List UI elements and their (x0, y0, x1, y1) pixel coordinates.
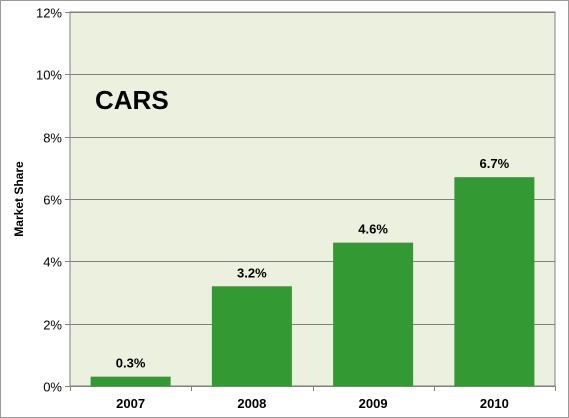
data-label-2008: 3.2% (237, 265, 267, 280)
y-axis-title: Market Share (12, 161, 26, 237)
y-tick-label: 8% (43, 131, 62, 146)
data-label-2009: 4.6% (358, 222, 388, 237)
bar-2008 (211, 286, 292, 386)
y-tick-label: 4% (43, 255, 62, 270)
bar-2010 (454, 177, 535, 386)
chart-title: CARS (95, 85, 169, 115)
data-label-2010: 6.7% (480, 156, 510, 171)
y-tick-label: 6% (43, 193, 62, 208)
y-tick-label: 0% (43, 380, 62, 395)
x-tick-label: 2010 (480, 396, 509, 411)
x-axis-ticks: 2007 2008 2009 2010 (70, 386, 556, 411)
bars (90, 177, 535, 386)
x-tick-label: 2008 (237, 396, 266, 411)
x-tick-label: 2009 (359, 396, 388, 411)
bar-2007 (90, 376, 171, 386)
x-tick-label: 2007 (116, 396, 145, 411)
y-tick-label: 12% (36, 6, 62, 21)
y-tick-label: 10% (36, 68, 62, 83)
y-axis-ticks: 0% 2% 4% 6% 8% 10% 12% (36, 6, 70, 395)
data-labels: 0.3% 3.2% 4.6% 6.7% (116, 156, 510, 370)
bar-2009 (333, 242, 414, 386)
y-tick-label: 2% (43, 318, 62, 333)
data-label-2007: 0.3% (116, 356, 146, 371)
